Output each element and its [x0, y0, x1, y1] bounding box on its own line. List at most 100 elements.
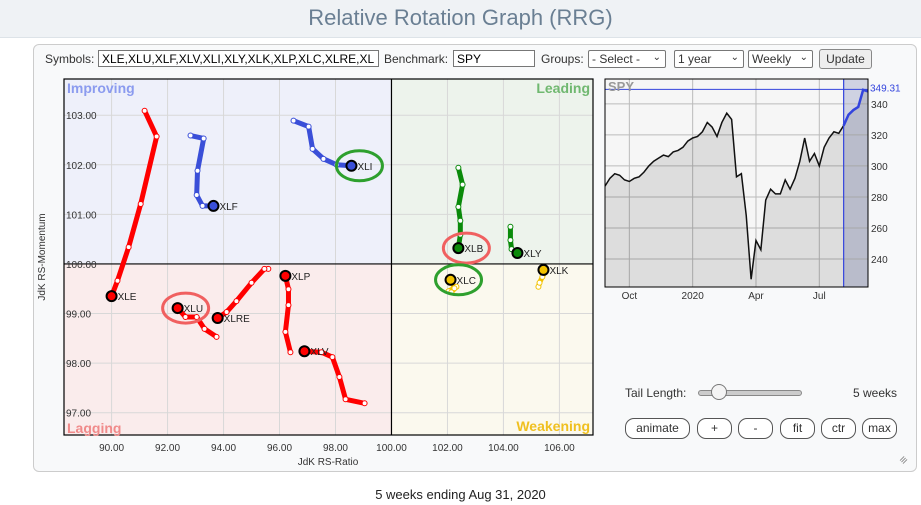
- center-button[interactable]: ctr: [821, 418, 856, 439]
- groups-select-value: - Select -: [592, 52, 641, 66]
- tail-point: [114, 277, 121, 284]
- head-marker-xlre[interactable]: [211, 311, 224, 324]
- head-marker-xlu[interactable]: [171, 302, 184, 315]
- quadrant-lagging: [64, 263, 392, 435]
- head-marker-xlv[interactable]: [298, 345, 311, 358]
- period-select-value: 1 year: [678, 52, 712, 66]
- spy-y-tick-label: 320: [871, 131, 888, 142]
- tail-point: [320, 155, 327, 162]
- head-marker-xli[interactable]: [345, 159, 358, 172]
- tail-point: [318, 349, 325, 356]
- max-button[interactable]: max: [862, 418, 897, 439]
- tail-point: [200, 135, 207, 142]
- symbol-label: XLU: [184, 304, 203, 315]
- head-marker-xlf[interactable]: [207, 199, 220, 212]
- tail-xlk: XLK: [535, 263, 569, 290]
- quadrant-weakening: [391, 263, 593, 435]
- tail-point: [309, 145, 316, 152]
- tail-point: [290, 117, 297, 124]
- x-tick-label: 92.00: [155, 443, 180, 454]
- tail-point: [137, 200, 144, 207]
- head-marker-xle[interactable]: [105, 290, 118, 303]
- spy-y-tick-label: 240: [871, 255, 888, 266]
- tail-xlu: XLU: [171, 302, 220, 340]
- x-axis-label: JdK RS-Ratio: [298, 457, 359, 468]
- spy-price-line: [604, 111, 845, 280]
- tail-point: [125, 244, 132, 251]
- groups-label: Groups:: [541, 52, 584, 66]
- quadrant-label-weakening: Weakening: [516, 418, 590, 434]
- y-axis-label: JdK RS-Momentum: [37, 213, 48, 300]
- quadrant-label-improving: Improving: [67, 80, 135, 96]
- spy-chart-background: [605, 79, 868, 287]
- benchmark-label: Benchmark:: [384, 52, 449, 66]
- period-select[interactable]: 1 year ⌄: [674, 50, 744, 68]
- head-marker-xlk[interactable]: [537, 263, 550, 276]
- fit-button[interactable]: fit: [780, 418, 815, 439]
- highlight-ellipse: [441, 231, 491, 265]
- tail-point: [361, 400, 368, 407]
- tail-point: [187, 132, 194, 139]
- y-tick-label: 103.00: [66, 111, 97, 122]
- footer-caption: 5 weeks ending Aug 31, 2020: [375, 487, 546, 502]
- tail-point: [507, 223, 514, 230]
- tail-length-slider-thumb[interactable]: [711, 384, 728, 400]
- symbol-label: XLC: [457, 276, 476, 287]
- interval-select[interactable]: Weekly ⌄: [748, 50, 813, 68]
- tail-point: [305, 123, 312, 130]
- tail-point: [213, 333, 220, 340]
- head-marker-xlc[interactable]: [444, 273, 457, 286]
- symbols-label: Symbols:: [45, 52, 95, 66]
- spy-title: SPY: [608, 79, 634, 94]
- interval-select-value: Weekly: [752, 52, 792, 66]
- tail-point: [233, 298, 240, 305]
- head-marker-xlb[interactable]: [452, 242, 465, 255]
- symbol-label: XLF: [219, 202, 237, 213]
- highlight-ellipse: [161, 291, 211, 325]
- tail-xlp: XLP: [279, 269, 311, 356]
- tail-point: [536, 279, 543, 286]
- tail-point: [285, 302, 292, 309]
- tail-xlv: XLV: [298, 345, 368, 407]
- tail-xle: XLE: [105, 107, 160, 303]
- plot-border: [63, 78, 594, 436]
- y-tick-label: 98.00: [66, 359, 91, 370]
- animate-button[interactable]: animate: [625, 418, 690, 439]
- y-tick-label: 101.00: [66, 210, 97, 221]
- symbol-label: XLP: [291, 272, 310, 283]
- head-marker-xlp[interactable]: [279, 269, 292, 282]
- x-tick-label: 98.00: [323, 443, 348, 454]
- tail-point: [248, 279, 255, 286]
- head-marker-xly[interactable]: [511, 247, 524, 260]
- spy-x-tick-label: Apr: [748, 291, 764, 302]
- y-tick-label: 97.00: [66, 409, 91, 420]
- tail-point: [282, 328, 289, 335]
- symbol-label: XLI: [357, 162, 372, 173]
- x-tick-label: 102.00: [432, 443, 463, 454]
- symbol-label: XLRE: [224, 314, 250, 325]
- tail-point: [336, 373, 343, 380]
- y-tick-label: 102.00: [66, 161, 97, 172]
- tail-point: [287, 349, 294, 356]
- tail-xlc: XLC: [444, 273, 476, 296]
- tail-point: [507, 237, 514, 244]
- symbols-input[interactable]: [98, 50, 379, 67]
- zoom-out-button[interactable]: -: [738, 418, 773, 439]
- update-button[interactable]: Update: [819, 49, 872, 69]
- spy-tail-line: [842, 88, 869, 127]
- page-title: Relative Rotation Graph (RRG): [308, 5, 613, 30]
- tail-point: [194, 167, 201, 174]
- chevron-down-icon: ⌄: [730, 52, 739, 63]
- quadrant-label-leading: Leading: [536, 80, 590, 96]
- tail-xly: XLY: [507, 223, 542, 260]
- tail-length-slider[interactable]: [698, 390, 802, 396]
- groups-select[interactable]: - Select - ⌄: [588, 50, 666, 68]
- spy-chart-border: [604, 78, 869, 288]
- spy-y-tick-label: 340: [871, 100, 888, 111]
- benchmark-input[interactable]: [453, 50, 535, 67]
- tail-point: [153, 133, 160, 140]
- tail-point: [261, 265, 268, 272]
- zoom-in-button[interactable]: +: [697, 418, 732, 439]
- symbol-label: XLB: [464, 244, 483, 255]
